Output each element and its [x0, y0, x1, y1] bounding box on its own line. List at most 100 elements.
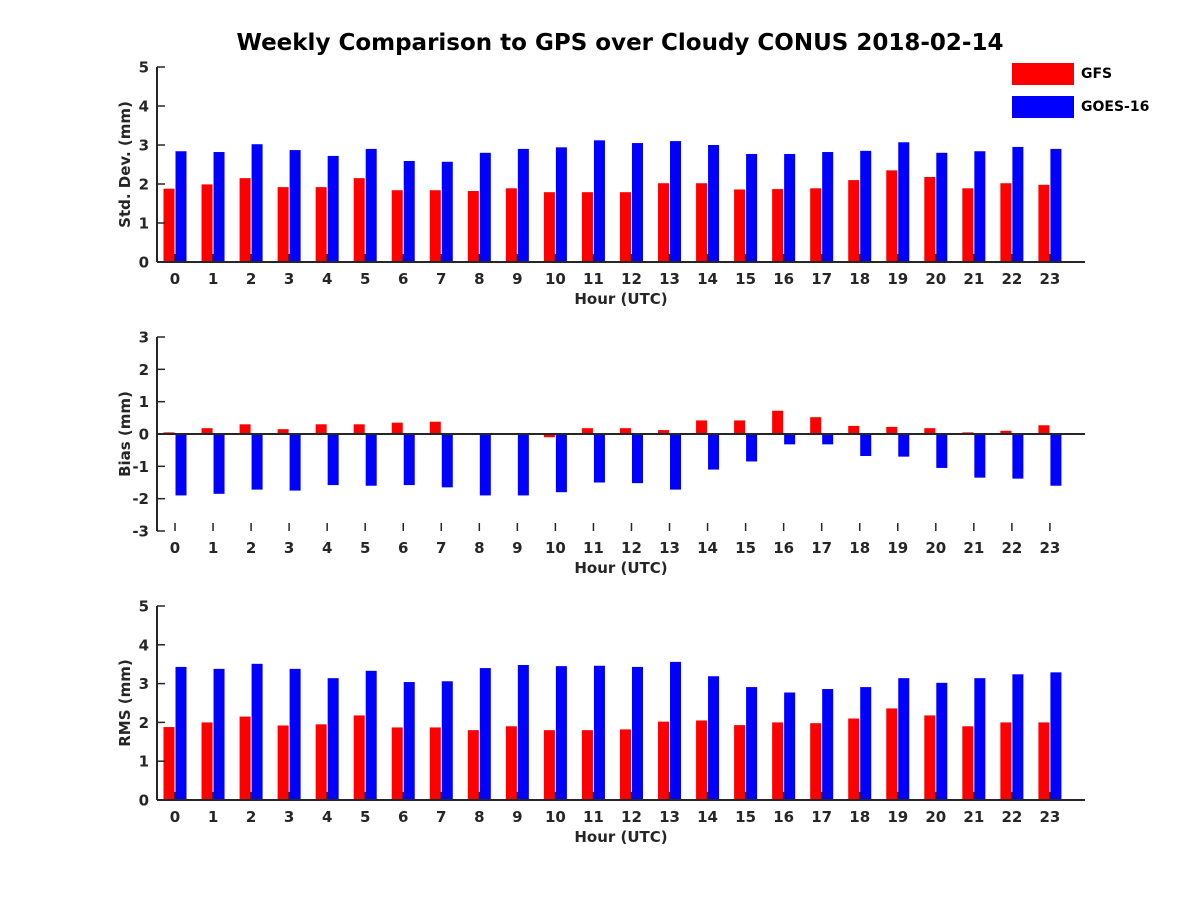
x-axis-label-2: Hour (UTC) [574, 828, 667, 846]
bar-1-0-23 [1038, 425, 1050, 434]
bar-1-0-6 [391, 422, 403, 434]
y-axis-label-0: Std. Dev. (mm) [116, 101, 134, 228]
bar-0-0-15 [734, 189, 746, 262]
bar-0-0-18 [848, 180, 860, 262]
x-tick-label-0-13: 13 [659, 270, 680, 288]
x-tick-label-0-3: 3 [284, 270, 294, 288]
y-tick-label-0-5: 5 [139, 59, 149, 77]
bar-2-1-14 [708, 676, 720, 800]
bar-1-1-3 [289, 434, 301, 491]
bar-2-1-22 [1012, 674, 1024, 800]
bar-2-1-23 [1050, 672, 1062, 800]
bar-2-0-2 [239, 716, 251, 800]
bar-1-1-22 [1012, 434, 1024, 479]
bar-2-0-3 [277, 725, 289, 800]
bar-1-1-0 [175, 434, 187, 496]
x-tick-label-2-16: 16 [773, 808, 794, 826]
bar-1-1-23 [1050, 434, 1062, 486]
bar-1-0-5 [353, 424, 365, 434]
bar-0-1-11 [593, 140, 605, 262]
bar-0-0-0 [163, 188, 175, 262]
x-tick-label-0-4: 4 [322, 270, 332, 288]
y-tick-label-2-3: 3 [139, 675, 149, 693]
bar-2-1-18 [860, 687, 872, 800]
x-tick-label-2-5: 5 [360, 808, 370, 826]
x-tick-label-1-10: 10 [545, 539, 566, 557]
x-axis-label-1: Hour (UTC) [574, 559, 667, 577]
bar-2-0-16 [772, 722, 784, 800]
x-tick-label-1-13: 13 [659, 539, 680, 557]
x-tick-label-0-21: 21 [963, 270, 984, 288]
x-tick-label-0-0: 0 [170, 270, 180, 288]
bar-2-1-16 [784, 692, 796, 800]
x-tick-label-2-2: 2 [246, 808, 256, 826]
bar-0-1-16 [784, 153, 796, 262]
bar-0-0-10 [543, 192, 555, 262]
x-tick-label-1-23: 23 [1039, 539, 1060, 557]
x-tick-label-0-11: 11 [583, 270, 604, 288]
y-tick-label-0-2: 2 [139, 176, 149, 194]
x-tick-label-2-23: 23 [1039, 808, 1060, 826]
bar-0-1-12 [631, 143, 643, 262]
x-tick-label-1-12: 12 [621, 539, 642, 557]
bar-0-0-17 [810, 188, 822, 262]
y-tick-label-1-2: -1 [132, 458, 149, 476]
x-tick-label-1-4: 4 [322, 539, 332, 557]
bar-0-1-1 [213, 152, 225, 262]
x-tick-label-1-17: 17 [811, 539, 832, 557]
bar-1-0-4 [315, 424, 327, 434]
bar-0-1-15 [746, 153, 758, 262]
bar-0-1-14 [708, 145, 720, 262]
bar-1-0-13 [658, 430, 670, 434]
x-tick-label-2-21: 21 [963, 808, 984, 826]
x-tick-label-1-0: 0 [170, 539, 180, 557]
legend-swatch-goes16 [1012, 96, 1074, 118]
x-tick-label-0-12: 12 [621, 270, 642, 288]
x-tick-label-2-0: 0 [170, 808, 180, 826]
bar-0-1-22 [1012, 146, 1024, 262]
bar-1-0-15 [734, 420, 746, 434]
x-tick-label-1-2: 2 [246, 539, 256, 557]
legend-label-goes16: GOES-16 [1081, 99, 1150, 115]
bar-2-0-14 [696, 720, 708, 800]
x-tick-label-2-20: 20 [925, 808, 946, 826]
bar-0-1-23 [1050, 148, 1062, 262]
x-tick-label-1-9: 9 [512, 539, 522, 557]
bar-2-0-1 [201, 722, 213, 800]
bar-1-1-19 [898, 434, 910, 457]
bar-2-1-11 [593, 665, 605, 800]
bar-2-0-12 [619, 729, 631, 800]
x-tick-label-2-18: 18 [849, 808, 870, 826]
bar-1-0-17 [810, 417, 822, 434]
bar-2-0-19 [886, 708, 898, 800]
y-tick-label-2-5: 5 [139, 598, 149, 616]
x-tick-label-1-20: 20 [925, 539, 946, 557]
bar-0-1-8 [479, 152, 491, 262]
x-tick-label-1-1: 1 [208, 539, 218, 557]
bar-1-1-11 [593, 434, 605, 483]
y-tick-label-2-2: 2 [139, 714, 149, 732]
bar-0-1-6 [403, 160, 415, 262]
bar-0-1-18 [860, 150, 872, 262]
bar-1-0-1 [201, 428, 213, 434]
y-tick-label-1-4: 1 [139, 393, 149, 411]
y-tick-label-0-4: 4 [139, 98, 149, 116]
x-tick-label-2-9: 9 [512, 808, 522, 826]
bar-1-1-9 [517, 434, 529, 496]
bar-2-1-5 [365, 670, 377, 800]
x-tick-label-2-7: 7 [436, 808, 446, 826]
bar-1-1-6 [403, 434, 415, 486]
bar-2-1-1 [213, 668, 225, 800]
bar-2-0-6 [391, 727, 403, 800]
y-tick-label-2-0: 0 [139, 792, 149, 810]
bar-2-1-7 [441, 681, 453, 800]
bar-1-1-1 [213, 434, 225, 494]
bar-1-1-2 [251, 434, 263, 490]
x-tick-label-0-22: 22 [1001, 270, 1022, 288]
x-tick-label-1-5: 5 [360, 539, 370, 557]
legend-label-gfs: GFS [1081, 66, 1113, 82]
x-tick-label-2-14: 14 [697, 808, 718, 826]
bar-1-1-10 [555, 434, 567, 493]
bar-1-0-11 [581, 428, 593, 434]
bar-2-0-4 [315, 724, 327, 800]
